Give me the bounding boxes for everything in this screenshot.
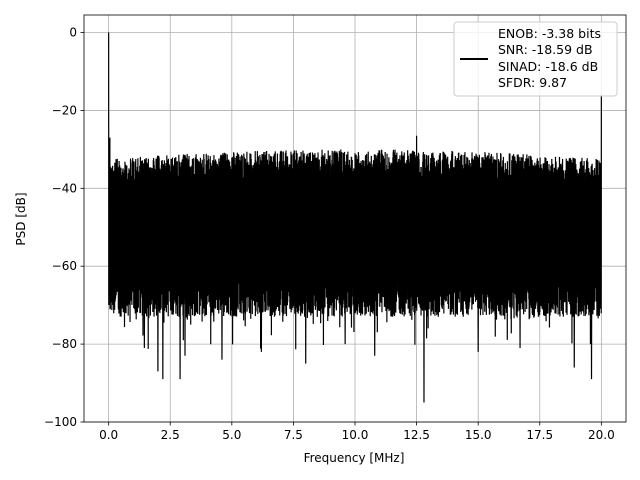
- legend-sfdr: SFDR: 9.87: [498, 75, 567, 90]
- y-axis: 0 −20 −40 −60 −80 −100: [44, 26, 84, 429]
- y-axis-label: PSD [dB]: [14, 192, 28, 245]
- y-tick-label: 0: [69, 26, 77, 40]
- y-tick-label: −80: [52, 337, 77, 351]
- y-tick-label: −20: [52, 103, 77, 117]
- y-tick-label: −100: [44, 415, 77, 429]
- legend-snr: SNR: -18.59 dB: [498, 42, 593, 57]
- x-axis-label: Frequency [MHz]: [304, 451, 405, 465]
- psd-trace-line: [108, 32, 602, 403]
- x-tick-label: 0.0: [99, 428, 118, 442]
- x-axis: 0.0 2.5 5.0 7.5 10.0 12.5 15.0 17.5 20.0: [99, 422, 615, 442]
- legend-sinad: SINAD: -18.6 dB: [498, 59, 598, 74]
- y-tick-label: −40: [52, 181, 77, 195]
- x-tick-label: 7.5: [284, 428, 303, 442]
- x-tick-label: 10.0: [342, 428, 369, 442]
- series-psd: [108, 32, 602, 403]
- x-tick-label: 12.5: [403, 428, 430, 442]
- x-tick-label: 20.0: [588, 428, 615, 442]
- x-tick-label: 15.0: [465, 428, 492, 442]
- legend: ENOB: -3.38 bits SNR: -18.59 dB SINAD: -…: [453, 21, 618, 97]
- legend-box: [453, 21, 618, 97]
- x-tick-label: 17.5: [526, 428, 553, 442]
- x-tick-label: 2.5: [161, 428, 180, 442]
- y-tick-label: −60: [52, 259, 77, 273]
- x-tick-label: 5.0: [222, 428, 241, 442]
- legend-enob: ENOB: -3.38 bits: [498, 26, 601, 41]
